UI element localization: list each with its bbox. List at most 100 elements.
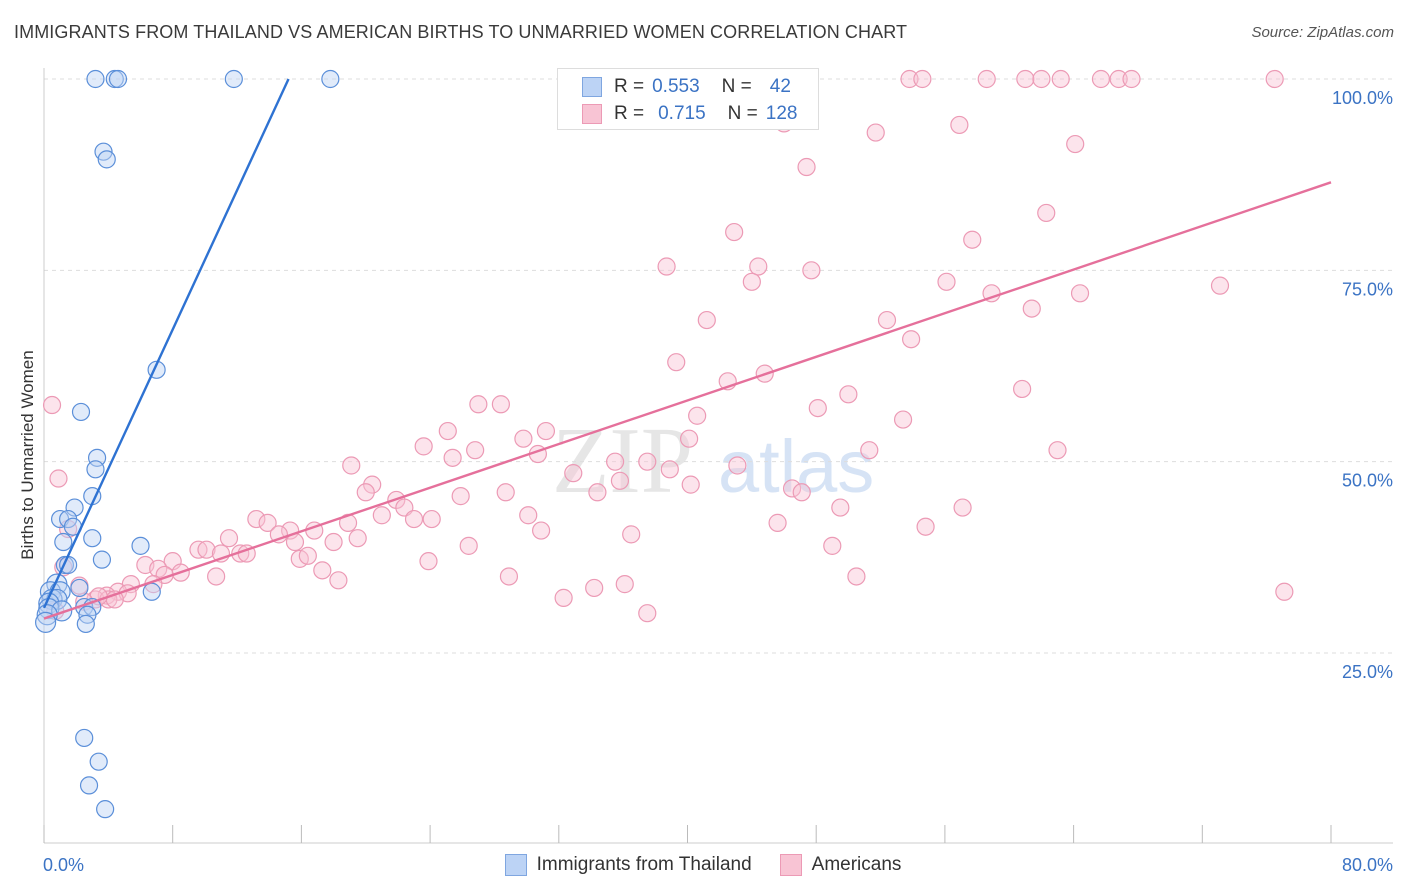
point-americans bbox=[219, 529, 239, 548]
point-americans bbox=[564, 464, 583, 483]
watermark-atlas: atlas bbox=[718, 425, 874, 508]
point-americans bbox=[419, 552, 438, 571]
point-americans bbox=[231, 544, 250, 563]
point-americans bbox=[348, 529, 367, 548]
gridlines bbox=[44, 78, 1393, 654]
point-thailand bbox=[89, 752, 108, 771]
legend-n-value: 128 bbox=[765, 103, 798, 124]
trend-line-thailand bbox=[42, 78, 290, 609]
point-americans bbox=[953, 498, 972, 517]
point-americans bbox=[916, 517, 935, 536]
point-americans bbox=[1275, 582, 1294, 601]
series-legend: Immigrants from Thailand Americans bbox=[0, 852, 1406, 878]
point-americans bbox=[514, 429, 533, 448]
point-americans bbox=[866, 123, 885, 142]
axes bbox=[43, 68, 1393, 844]
point-americans bbox=[725, 222, 744, 242]
point-thailand bbox=[71, 402, 91, 422]
point-americans bbox=[496, 483, 515, 502]
point-americans bbox=[1037, 203, 1056, 223]
point-americans bbox=[554, 588, 573, 607]
point-americans bbox=[831, 498, 850, 517]
point-thailand bbox=[54, 532, 73, 552]
point-americans bbox=[638, 452, 657, 471]
point-americans bbox=[459, 536, 478, 555]
point-americans bbox=[414, 437, 433, 456]
tick-labels: 25.0% 50.0% 75.0% 100.0% 0.0% 80.0% bbox=[43, 88, 1393, 875]
legend-r-label: R = bbox=[614, 76, 645, 97]
point-americans bbox=[877, 310, 897, 330]
legend-n-label: N = bbox=[727, 103, 758, 124]
x-tick-label: 0.0% bbox=[43, 855, 84, 875]
source-label: Source: ZipAtlas.com bbox=[1251, 24, 1394, 41]
y-tick-label: 100.0% bbox=[1332, 88, 1393, 108]
point-thailand bbox=[78, 605, 97, 624]
point-thailand bbox=[75, 728, 94, 748]
point-americans bbox=[258, 513, 277, 532]
point-americans bbox=[728, 456, 747, 475]
point-americans bbox=[902, 330, 921, 349]
point-thailand bbox=[108, 69, 128, 89]
trend-line-americans bbox=[43, 181, 1332, 620]
legend-row-americans: R = 0.715 N = 128 bbox=[582, 102, 797, 126]
point-americans bbox=[443, 448, 462, 467]
point-americans bbox=[466, 441, 485, 460]
point-thailand bbox=[79, 776, 99, 795]
point-americans bbox=[42, 395, 62, 415]
point-americans bbox=[372, 506, 391, 525]
point-americans bbox=[797, 157, 816, 177]
point-thailand bbox=[86, 69, 105, 89]
point-americans bbox=[667, 353, 686, 372]
point-americans bbox=[893, 410, 913, 429]
point-americans bbox=[207, 567, 226, 586]
point-thailand bbox=[83, 529, 102, 548]
point-americans bbox=[963, 230, 982, 249]
point-thailand bbox=[86, 460, 105, 479]
legend-n-value: 42 bbox=[769, 76, 791, 97]
point-americans bbox=[622, 525, 641, 544]
point-americans bbox=[1070, 284, 1090, 303]
point-americans bbox=[1048, 441, 1067, 460]
point-americans bbox=[1032, 69, 1051, 89]
point-americans bbox=[329, 571, 348, 590]
point-americans bbox=[657, 257, 676, 276]
point-americans bbox=[536, 421, 556, 441]
point-thailand bbox=[96, 800, 115, 819]
point-americans bbox=[638, 604, 657, 623]
point-americans bbox=[422, 509, 441, 529]
point-americans bbox=[588, 483, 607, 502]
point-americans bbox=[499, 567, 519, 586]
point-americans bbox=[1109, 69, 1128, 89]
point-americans bbox=[660, 460, 679, 479]
y-tick-label: 25.0% bbox=[1342, 662, 1393, 682]
point-thailand bbox=[70, 578, 89, 598]
point-americans bbox=[823, 536, 842, 555]
series-label-thailand: Immigrants from Thailand bbox=[536, 854, 752, 875]
point-americans bbox=[519, 506, 538, 525]
point-thailand bbox=[131, 536, 150, 555]
point-americans bbox=[808, 398, 827, 418]
series-legend-americans[interactable]: Americans bbox=[779, 854, 901, 876]
point-thailand bbox=[224, 69, 243, 89]
point-americans bbox=[197, 540, 216, 559]
point-americans bbox=[900, 69, 919, 89]
point-americans bbox=[742, 272, 761, 291]
trend-lines bbox=[42, 78, 1332, 620]
series-legend-thailand[interactable]: Immigrants from Thailand bbox=[504, 854, 752, 876]
point-americans bbox=[491, 395, 510, 414]
series-swatch-americans bbox=[779, 854, 802, 876]
point-americans bbox=[1051, 69, 1070, 89]
point-americans bbox=[782, 479, 802, 498]
point-americans bbox=[342, 456, 361, 475]
point-americans bbox=[768, 513, 787, 532]
point-thailand bbox=[97, 150, 116, 169]
point-thailand bbox=[321, 69, 340, 89]
point-thailand bbox=[87, 448, 107, 467]
x-tick-label: 80.0% bbox=[1342, 855, 1393, 875]
point-americans bbox=[913, 69, 932, 89]
data-points bbox=[35, 69, 1294, 819]
point-americans bbox=[356, 483, 375, 502]
point-thailand bbox=[65, 498, 84, 517]
legend-swatch-thailand bbox=[582, 77, 602, 97]
point-americans bbox=[977, 69, 996, 89]
